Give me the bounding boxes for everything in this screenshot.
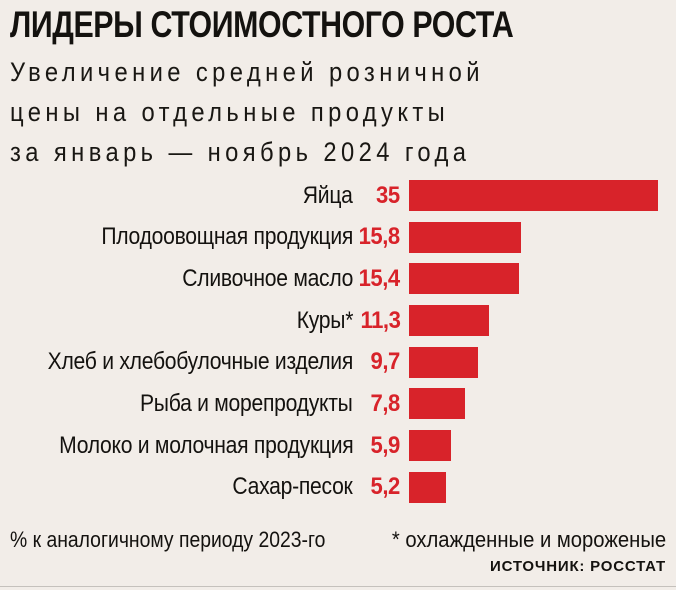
bar — [409, 180, 658, 211]
asterisk-footnote: * охлажденные и мороженые — [391, 527, 666, 552]
bar-label: Молоко и молочная продукция — [58, 431, 354, 459]
bar — [409, 388, 465, 420]
bar-label: Сахар-песок — [232, 473, 353, 501]
bar-label: Куры* — [296, 306, 354, 334]
bar — [409, 305, 490, 337]
bar-row: Хлеб и хлебобулочные изделия 9,7 — [0, 346, 676, 378]
bar-row: Сливочное масло 15,4 — [0, 263, 676, 295]
bar — [409, 346, 478, 378]
bar-chart: Яйца 35 Плодоовощная продукция 15,8 Слив… — [0, 180, 676, 514]
unit-footnote: % к аналогичному периоду 2023-го — [10, 527, 326, 552]
bar-row: Плодоовощная продукция 15,8 — [0, 221, 676, 253]
bar-label: Яйца — [303, 181, 353, 209]
chart-subtitle-line: цены на отдельные продукты — [10, 97, 450, 127]
bar-label: Рыба и морепродукты — [140, 389, 353, 417]
bar-row: Куры* 11,3 — [0, 305, 676, 337]
bar — [409, 471, 446, 503]
chart-title: ЛИДЕРЫ СТОИМОСТНОГО РОСТА — [10, 4, 514, 45]
bar-label: Сливочное масло — [182, 264, 353, 292]
bar-value: 11,3 — [360, 306, 400, 334]
bar-row: Молоко и молочная продукция 5,9 — [0, 430, 676, 462]
source-label: ИСТОЧНИК: РОССТАТ — [490, 558, 666, 575]
bar — [409, 263, 519, 295]
bar-value: 5,9 — [370, 431, 401, 459]
bar-value: 9,7 — [370, 348, 401, 376]
bar-value: 15,4 — [358, 264, 401, 292]
bar-row: Сахар-песок 5,2 — [0, 471, 676, 503]
bar-row: Рыба и морепродукты 7,8 — [0, 388, 676, 420]
bar-value: 5,2 — [370, 473, 401, 501]
bar — [409, 430, 451, 462]
chart-subtitle-line: Увеличение средней розничной — [10, 57, 484, 87]
bar-value: 7,8 — [370, 389, 401, 417]
bar-row: Яйца 35 — [0, 180, 676, 211]
bar — [409, 221, 522, 253]
chart-subtitle: Увеличение средней розничной цены на отд… — [10, 52, 484, 172]
bar-label: Плодоовощная продукция — [101, 223, 353, 251]
bar-value: 35 — [376, 181, 400, 209]
bar-label: Хлеб и хлебобулочные изделия — [47, 348, 354, 376]
bottom-divider — [0, 586, 676, 587]
chart-subtitle-line: за январь — ноябрь 2024 года — [10, 137, 471, 167]
bar-value: 15,8 — [358, 223, 401, 251]
